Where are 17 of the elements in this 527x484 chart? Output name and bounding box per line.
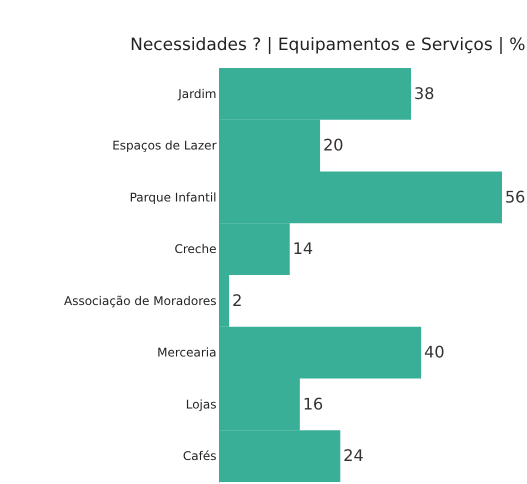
data-label: 56 <box>505 187 526 206</box>
y-tick-label: Jardim <box>177 86 216 101</box>
y-tick-label: Espaços de Lazer <box>112 138 217 153</box>
y-tick-label: Cafés <box>182 449 216 464</box>
y-tick-label: Lojas <box>186 397 216 412</box>
y-tick-label: Mercearia <box>157 346 216 360</box>
data-label: 2 <box>232 290 242 310</box>
data-label: 38 <box>414 84 434 103</box>
y-tick-label: Creche <box>174 242 216 256</box>
y-tick-label: Associação de Moradores <box>64 294 216 308</box>
y-tick-label: Parque Infantil <box>130 190 216 204</box>
data-label: 16 <box>302 394 324 414</box>
data-label: 40 <box>424 342 444 362</box>
chart-title: Necessidades ? | Equipamentos e Serviços | % <box>130 35 526 55</box>
data-label: 14 <box>292 239 314 258</box>
data-label: 20 <box>323 136 344 155</box>
data-label: 24 <box>343 446 364 466</box>
